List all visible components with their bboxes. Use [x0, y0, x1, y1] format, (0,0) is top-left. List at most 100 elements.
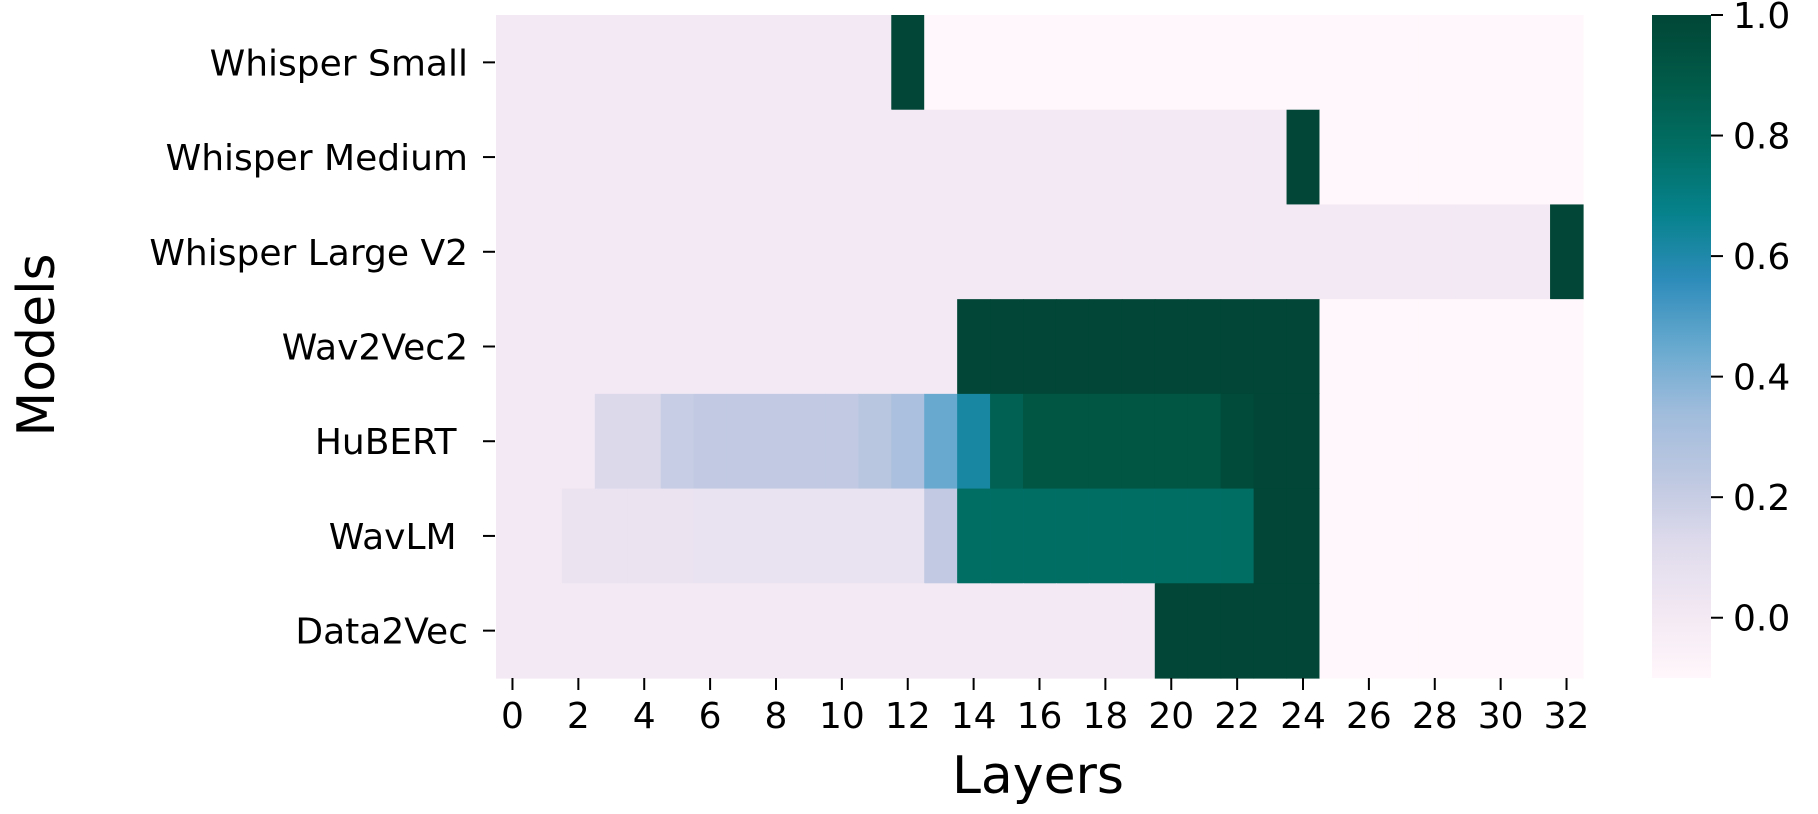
x-tick-label: 28: [1412, 696, 1458, 737]
heatmap-cell: [1550, 583, 1584, 679]
heatmap-cell: [1023, 583, 1057, 679]
heatmap-cell: [1121, 204, 1156, 300]
heatmap-cell: [1023, 488, 1057, 584]
heatmap-cell: [1055, 583, 1090, 679]
heatmap-cell: [726, 15, 761, 111]
heatmap-cell: [496, 299, 530, 395]
heatmap-cell: [858, 488, 892, 584]
heatmap-cell: [1385, 583, 1419, 679]
heatmap-cell: [759, 393, 794, 490]
heatmap-cell: [1550, 488, 1584, 584]
heatmap-cell: [990, 204, 1024, 300]
heatmap-cell: [1154, 583, 1189, 679]
x-tick-label: 12: [885, 696, 931, 737]
heatmap-cell: [990, 488, 1024, 584]
heatmap-cell: [594, 299, 629, 395]
heatmap-cell: [891, 204, 925, 300]
heatmap-cell: [924, 15, 958, 111]
heatmap-cell: [891, 299, 925, 395]
heatmap-cell: [627, 299, 662, 395]
heatmap-cell: [528, 583, 563, 679]
heatmap-cell: [693, 488, 728, 584]
y-tick-label: Data2Vec: [295, 612, 468, 653]
heatmap-cell: [528, 204, 563, 300]
heatmap-cell: [1023, 109, 1057, 206]
heatmap-cell: [594, 488, 629, 584]
heatmap-cell: [1055, 15, 1090, 111]
x-tick-label: 8: [765, 696, 788, 737]
heatmap-cells: [496, 15, 1584, 679]
heatmap-cell: [1418, 204, 1452, 300]
heatmap-cell: [792, 488, 826, 584]
heatmap-cell: [1286, 109, 1321, 206]
heatmap-cell: [1385, 299, 1419, 395]
heatmap-cell: [990, 15, 1024, 111]
heatmap-cell: [792, 15, 826, 111]
heatmap-cell: [1418, 299, 1452, 395]
heatmap-cell: [891, 583, 925, 679]
heatmap-cell: [891, 488, 925, 584]
heatmap-cell: [957, 488, 991, 584]
heatmap-cell: [1451, 15, 1485, 111]
colorbar-tick-label: 0.0: [1733, 599, 1790, 640]
heatmap-cell: [1484, 299, 1518, 395]
heatmap-cell: [1319, 299, 1354, 395]
heatmap-cell: [1286, 299, 1321, 395]
heatmap-cell: [759, 204, 794, 300]
heatmap-cell: [1550, 204, 1584, 300]
y-tick-label: Whisper Small: [210, 43, 468, 84]
heatmap-cell: [693, 109, 728, 206]
heatmap-cell: [759, 488, 794, 584]
heatmap-cell: [792, 204, 826, 300]
heatmap-cell: [1253, 15, 1288, 111]
x-tick-label: 4: [633, 696, 656, 737]
heatmap-cell: [1220, 109, 1255, 206]
heatmap-cell: [957, 299, 991, 395]
colorbar: 0.0 0.2 0.4 0.6 0.8 1.0: [1652, 0, 1790, 678]
heatmap-cell: [825, 393, 859, 490]
y-axis: Whisper Small Whisper Medium Whisper Large…: [149, 43, 495, 653]
y-tick-label: WavLM: [329, 517, 468, 558]
heatmap-cell: [528, 109, 563, 206]
heatmap-cell: [496, 204, 530, 300]
heatmap-cell: [1385, 204, 1419, 300]
heatmap-cell: [1187, 488, 1222, 584]
heatmap-cell: [1187, 583, 1222, 679]
heatmap-cell: [825, 204, 859, 300]
heatmap-cell: [594, 393, 629, 490]
heatmap-cell: [1220, 15, 1255, 111]
heatmap-cell: [1385, 15, 1419, 111]
heatmap-cell: [1121, 15, 1156, 111]
heatmap-cell: [528, 488, 563, 584]
heatmap-cell: [1253, 393, 1288, 490]
heatmap-cell: [496, 583, 530, 679]
heatmap-cell: [726, 488, 761, 584]
heatmap-cell: [1088, 204, 1123, 300]
heatmap-cell: [1055, 393, 1090, 490]
heatmap-cell: [990, 583, 1024, 679]
heatmap-cell: [957, 109, 991, 206]
heatmap-cell: [496, 109, 530, 206]
x-axis: 0 2 4 6 8 10 12 14 16 18 20 22 24 26 28 30 32: [501, 678, 1589, 737]
heatmap-cell: [990, 299, 1024, 395]
heatmap-cell: [561, 204, 596, 300]
heatmap-cell: [496, 15, 530, 111]
colorbar-tick-label: 0.4: [1733, 358, 1790, 399]
heatmap-cell: [759, 109, 794, 206]
y-tick-label: Whisper Large V2: [149, 233, 468, 274]
heatmap-cell: [1517, 299, 1551, 395]
heatmap-cell: [1517, 583, 1551, 679]
heatmap-cell: [1484, 488, 1518, 584]
heatmap-cell: [792, 583, 826, 679]
heatmap-cell: [825, 583, 859, 679]
heatmap-cell: [660, 299, 695, 395]
heatmap-cell: [1517, 488, 1551, 584]
heatmap-cell: [1286, 583, 1321, 679]
heatmap-cell: [1418, 393, 1452, 490]
heatmap-cell: [627, 109, 662, 206]
heatmap-cell: [1055, 204, 1090, 300]
heatmap-cell: [1023, 393, 1057, 490]
heatmap-cell: [1352, 204, 1386, 300]
heatmap-cell: [1484, 109, 1518, 206]
heatmap-cell: [792, 393, 826, 490]
